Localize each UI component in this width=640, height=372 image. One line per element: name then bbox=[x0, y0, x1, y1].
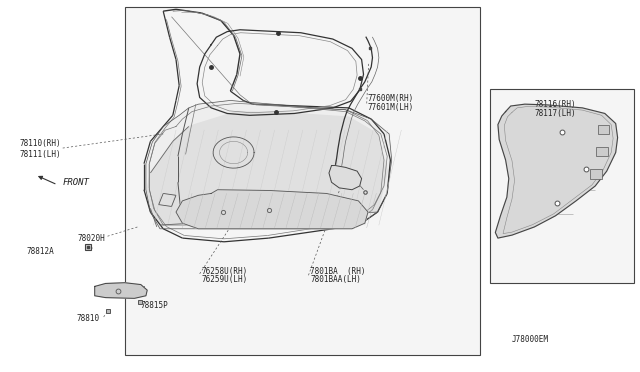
Text: 77600M(RH): 77600M(RH) bbox=[368, 94, 414, 103]
Text: 78116(RH): 78116(RH) bbox=[534, 100, 576, 109]
Polygon shape bbox=[329, 166, 362, 190]
Bar bbox=[596, 147, 608, 156]
Text: 78815P: 78815P bbox=[141, 301, 168, 310]
Bar bbox=[490, 89, 634, 283]
Text: 76259U(LH): 76259U(LH) bbox=[202, 275, 248, 284]
Text: FRONT: FRONT bbox=[63, 178, 90, 187]
Text: 78812A: 78812A bbox=[27, 247, 54, 256]
Text: 7801BAA(LH): 7801BAA(LH) bbox=[310, 275, 361, 284]
Text: 78810: 78810 bbox=[76, 314, 99, 323]
Bar bbox=[598, 125, 609, 134]
Text: 76258U(RH): 76258U(RH) bbox=[202, 267, 248, 276]
Polygon shape bbox=[146, 100, 392, 229]
Polygon shape bbox=[95, 283, 147, 298]
Text: 78110(RH): 78110(RH) bbox=[19, 139, 61, 148]
Text: 78810J: 78810J bbox=[118, 286, 146, 295]
Text: 7801BA  (RH): 7801BA (RH) bbox=[310, 267, 366, 276]
Text: 78020H: 78020H bbox=[78, 234, 106, 243]
Text: J78000EM: J78000EM bbox=[512, 335, 549, 344]
Text: 78111(LH): 78111(LH) bbox=[19, 150, 61, 159]
Text: 77601M(LH): 77601M(LH) bbox=[368, 103, 414, 112]
Polygon shape bbox=[495, 104, 618, 238]
Bar bbox=[125, 7, 480, 355]
Text: 78117(LH): 78117(LH) bbox=[534, 109, 576, 118]
Polygon shape bbox=[176, 190, 368, 229]
Bar bbox=[590, 169, 602, 179]
Polygon shape bbox=[147, 112, 387, 225]
